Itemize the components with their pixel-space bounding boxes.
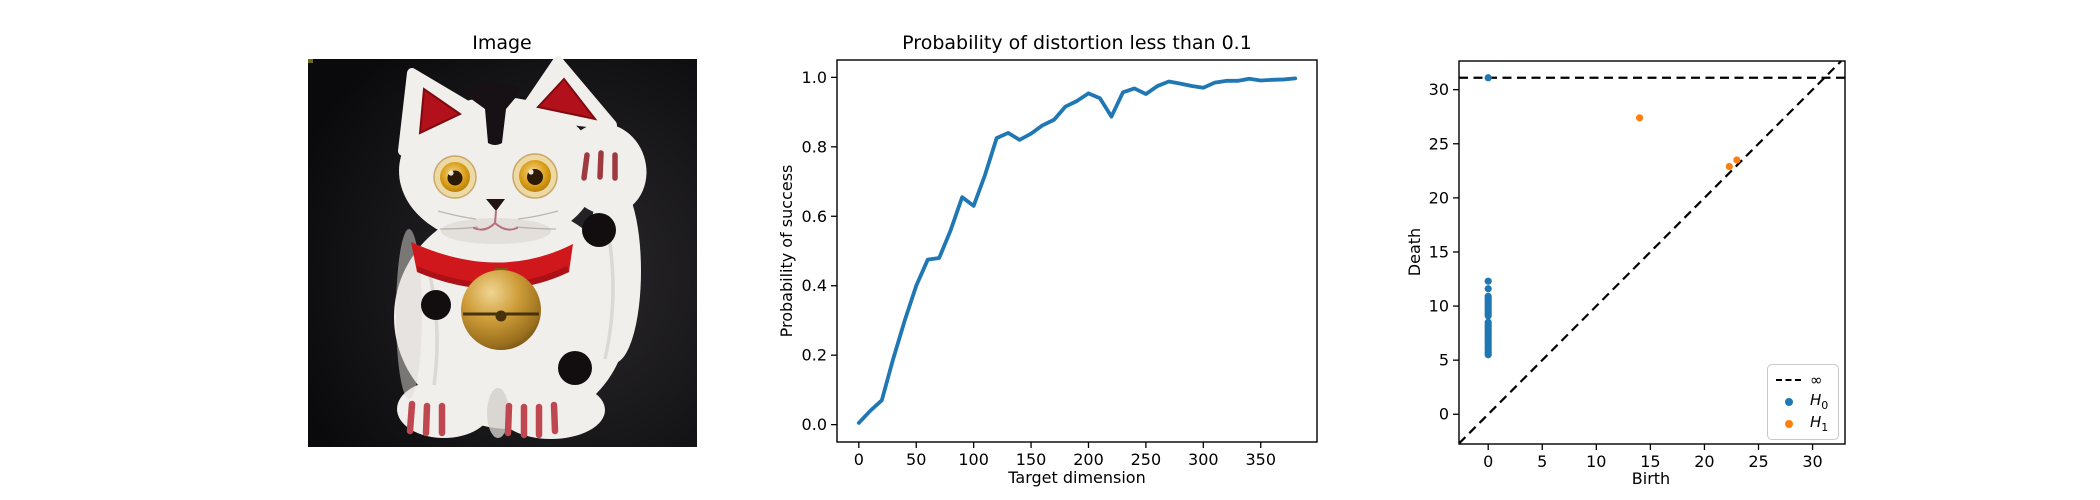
y-tick-label: 30: [1429, 80, 1449, 99]
line-chart-title: Probability of distortion less than 0.1: [902, 32, 1252, 54]
h0-subscript: 0: [1821, 399, 1829, 412]
h1-symbol: H: [1810, 413, 1822, 431]
x-tick-label: 300: [1188, 450, 1219, 469]
line-chart-ylabel: Probability of success: [777, 165, 796, 338]
eye-left-highlight: [448, 170, 454, 176]
h1-point: [1635, 114, 1644, 122]
h0-dot-sample: [1776, 398, 1801, 406]
foot-left-stripes: [406, 400, 446, 437]
persistence-legend: ∞ H0 H1: [1767, 364, 1839, 440]
x-tick-label: 250: [1131, 450, 1162, 469]
y-tick-label: 10: [1429, 297, 1449, 316]
persistence-xlabel: Birth: [1632, 469, 1670, 488]
h0-point: [1484, 277, 1492, 285]
forehead-patch: [463, 83, 522, 145]
side-shadow: [396, 229, 422, 399]
collar-shadow: [417, 266, 569, 289]
maneki-neko-image: [308, 56, 697, 447]
spot-shoulder: [582, 213, 616, 247]
legend-label-h1: H1: [1810, 413, 1829, 434]
line-chart-panel: Probability of distortion less than 0.1 …: [777, 32, 1318, 487]
h0-marker-icon: [1784, 398, 1793, 406]
y-tick-label: 0.8: [802, 137, 827, 156]
legend-row-h0: H0: [1776, 392, 1830, 412]
y-tick-label: 0.4: [802, 276, 827, 295]
cat-nose: [486, 199, 505, 211]
infinity-dash-sample: [1776, 379, 1801, 381]
y-tick-label: 1.0: [802, 68, 827, 87]
image-panel-title: Image: [472, 32, 532, 54]
h0-point: [1484, 351, 1492, 359]
x-tick-label: 350: [1245, 450, 1276, 469]
ear-inner-right: [536, 77, 598, 121]
x-tick-label: 0: [854, 450, 864, 469]
x-tick-label: 5: [1537, 452, 1547, 471]
h0-point: [1484, 312, 1492, 320]
line-chart-xlabel: Target dimension: [1007, 468, 1145, 487]
h1-subscript: 1: [1821, 421, 1829, 434]
cat-collar: [411, 242, 573, 289]
h1-point: [1725, 162, 1733, 171]
h1-dot-sample: [1776, 420, 1801, 428]
plot-frame: [836, 59, 1318, 443]
y-tick-label: 0: [1439, 405, 1449, 424]
feet-gap-shadow: [487, 388, 509, 438]
y-tick-label: 15: [1429, 242, 1449, 261]
cat-head: [399, 97, 597, 245]
corner-artifact-pixel: [308, 59, 313, 63]
x-tick-label: 0: [1483, 452, 1493, 471]
eye-right-highlight: [528, 169, 534, 175]
cat-bell: [461, 270, 541, 350]
y-tick-label: 5: [1439, 351, 1449, 370]
bell-hole: [495, 310, 507, 322]
legend-row-h1: H1: [1776, 414, 1830, 434]
y-tick-label: 0.6: [802, 207, 827, 226]
y-tick-label: 25: [1429, 134, 1449, 153]
cat-mouth: [473, 210, 518, 231]
left-arm-seam: [427, 270, 439, 386]
foot-right-stripes: [504, 401, 559, 439]
image-panel: Image: [308, 32, 697, 447]
x-tick-label: 10: [1586, 452, 1606, 471]
x-tick-label: 50: [906, 450, 926, 469]
legend-label-infinity: ∞: [1810, 370, 1823, 389]
ear-inner-left: [418, 87, 462, 135]
diagonal-line: [1458, 60, 1842, 445]
chin-shadow: [441, 218, 551, 244]
x-tick-label: 200: [1073, 450, 1104, 469]
x-tick-label: 150: [1016, 450, 1047, 469]
h1-point: [1733, 156, 1741, 164]
legend-row-infinity: ∞: [1776, 370, 1830, 390]
x-tick-label: 30: [1802, 452, 1822, 471]
x-tick-label: 15: [1640, 452, 1660, 471]
h0-essential-point: [1484, 74, 1492, 82]
x-tick-label: 100: [958, 450, 989, 469]
h0-point: [1484, 285, 1492, 293]
cat-shading-group: [396, 216, 615, 438]
dashed-line-icon: [1776, 379, 1801, 381]
h1-marker-icon: [1784, 420, 1793, 428]
spot-lower: [558, 351, 592, 385]
probability-line: [856, 76, 1298, 425]
x-tick-label: 25: [1748, 452, 1768, 471]
legend-label-h0: H0: [1810, 391, 1829, 412]
cat-whiskers: [437, 210, 559, 230]
x-tick-label: 20: [1694, 452, 1714, 471]
y-tick-label: 20: [1429, 188, 1449, 207]
raised-paw-stripes: [581, 150, 618, 181]
h0-symbol: H: [1810, 391, 1822, 409]
line-plot-area: 0 50 100 150 200 250 300 350 0.0 0.2 0.4 0.6 0.8 1.0: [802, 59, 1318, 469]
cat-eyes-group: [433, 153, 558, 199]
y-tick-label: 0.2: [802, 346, 827, 365]
spot-left: [421, 290, 451, 320]
persistence-ylabel: Death: [1405, 228, 1424, 276]
y-tick-label: 0.0: [802, 415, 827, 434]
